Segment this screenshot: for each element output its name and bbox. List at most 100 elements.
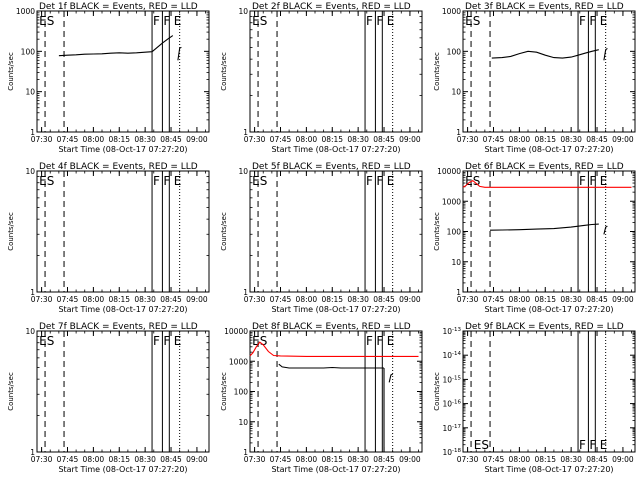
marker-label-f: F [366, 334, 373, 348]
marker-label-f: F [163, 334, 170, 348]
x-tick-label: 08:30 [134, 135, 156, 144]
chart-title: Det 7f BLACK = Events, RED = LLD [39, 322, 198, 332]
y-axis-label: Counts/sec [7, 212, 15, 251]
chart-panel-4: Det 4f BLACK = Events, RED = LLD 1 10 07:30… [7, 162, 210, 314]
x-axis-label: Start Time (08-Oct-17 07:27:20) [271, 465, 400, 474]
y-tick-label: 10000 [224, 327, 248, 336]
x-tick-label: 09:00 [186, 455, 208, 464]
y-tick-label: 1 [243, 288, 248, 297]
marker-label-f: F [579, 174, 586, 188]
x-tick-label: 08:45 [586, 135, 608, 144]
marker-label-e: E [600, 14, 608, 28]
chart-panel-1: Det 1f BLACK = Events, RED = LLD 1 10 100 10… [7, 2, 210, 154]
x-tick-label: 07:30 [31, 135, 53, 144]
series-events-line [603, 47, 608, 61]
series-lld-line [249, 341, 419, 357]
plot-frame [249, 10, 423, 133]
y-tick-label: 10 [238, 418, 248, 427]
marker-label-f: F [153, 174, 160, 188]
x-tick-label: 08:45 [160, 295, 182, 304]
marker-label-f: F [589, 14, 596, 28]
plot-frame [249, 170, 423, 293]
marker-label-f: F [589, 174, 596, 188]
marker-label-es: ES [474, 438, 489, 452]
y-tick-label: 1 [456, 288, 461, 297]
y-tick-label: 10000 [437, 167, 461, 176]
y-tick-label: 1 [30, 448, 35, 457]
x-tick-label: 08:00 [509, 135, 531, 144]
x-tick-label: 07:45 [270, 455, 292, 464]
x-tick-label: 08:45 [373, 135, 395, 144]
x-tick-label: 08:30 [560, 135, 582, 144]
marker-label-f: F [589, 438, 596, 452]
series-events-line [278, 363, 384, 369]
series-lld-line [462, 179, 632, 188]
chart-title: Det 6f BLACK = Events, RED = LLD [465, 162, 624, 172]
plot-frame [462, 170, 636, 293]
marker-label-es: ES [252, 14, 267, 28]
x-tick-label: 08:30 [347, 455, 369, 464]
marker-label-f: F [579, 14, 586, 28]
x-axis-label: Start Time (08-Oct-17 07:27:20) [484, 465, 613, 474]
x-tick-label: 08:15 [321, 135, 343, 144]
x-tick-label: 07:45 [57, 135, 79, 144]
plot-frame [462, 10, 636, 133]
x-axis-label: Start Time (08-Oct-17 07:27:20) [271, 145, 400, 154]
x-tick-label: 07:30 [244, 295, 266, 304]
chart-title: Det 2f BLACK = Events, RED = LLD [252, 2, 411, 12]
y-axis-label: Counts/sec [7, 372, 15, 411]
y-axis-label: Counts/sec [220, 212, 228, 251]
x-tick-label: 08:15 [108, 135, 130, 144]
y-tick-label: 1 [243, 448, 248, 457]
x-tick-label: 07:45 [483, 135, 505, 144]
y-tick-label: 1000 [442, 7, 461, 16]
x-tick-label: 08:00 [83, 455, 105, 464]
x-tick-label: 08:15 [108, 455, 130, 464]
marker-label-f: F [376, 174, 383, 188]
x-tick-label: 09:00 [612, 135, 634, 144]
y-axis-label: Counts/sec [7, 52, 15, 91]
x-tick-label: 07:30 [31, 455, 53, 464]
y-tick-label: 100 [447, 47, 462, 56]
chart-title: Det 3f BLACK = Events, RED = LLD [465, 2, 624, 12]
x-tick-label: 08:00 [296, 295, 318, 304]
marker-label-es: ES [252, 174, 267, 188]
marker-label-e: E [387, 14, 395, 28]
marker-label-es: ES [39, 14, 54, 28]
marker-label-f: F [366, 14, 373, 28]
y-tick-label: 10-18 [442, 448, 461, 457]
series-events-line [58, 35, 174, 57]
x-tick-label: 08:30 [347, 135, 369, 144]
x-tick-label: 08:00 [509, 295, 531, 304]
x-tick-label: 07:30 [31, 295, 53, 304]
x-tick-label: 09:00 [399, 295, 421, 304]
x-tick-label: 09:00 [612, 295, 634, 304]
x-tick-label: 07:45 [483, 455, 505, 464]
x-tick-label: 07:45 [57, 455, 79, 464]
y-axis-label: Counts/sec [220, 52, 228, 91]
x-tick-label: 08:30 [134, 295, 156, 304]
x-axis-label: Start Time (08-Oct-17 07:27:20) [271, 305, 400, 314]
x-tick-label: 08:00 [296, 135, 318, 144]
marker-label-f: F [579, 438, 586, 452]
plot-frame [249, 330, 423, 453]
chart-panel-9: Det 9f BLACK = Events, RED = LLD 10-18 10-… [433, 322, 636, 474]
y-tick-label: 10 [25, 88, 35, 97]
chart-title: Det 9f BLACK = Events, RED = LLD [465, 322, 624, 332]
marker-label-f: F [376, 14, 383, 28]
y-tick-label: 10-16 [442, 400, 461, 409]
x-tick-label: 08:45 [373, 295, 395, 304]
x-tick-label: 08:45 [586, 295, 608, 304]
x-tick-label: 07:45 [270, 295, 292, 304]
y-tick-label: 1 [456, 128, 461, 137]
x-axis-label: Start Time (08-Oct-17 07:27:20) [58, 145, 187, 154]
y-axis-label: Counts/sec [433, 212, 441, 251]
marker-label-e: E [600, 438, 608, 452]
x-tick-label: 08:15 [321, 295, 343, 304]
y-tick-label: 1000 [16, 7, 35, 16]
marker-label-es: ES [465, 14, 480, 28]
x-tick-label: 08:30 [560, 455, 582, 464]
y-tick-label: 100 [447, 228, 462, 237]
chart-title: Det 5f BLACK = Events, RED = LLD [252, 162, 411, 172]
